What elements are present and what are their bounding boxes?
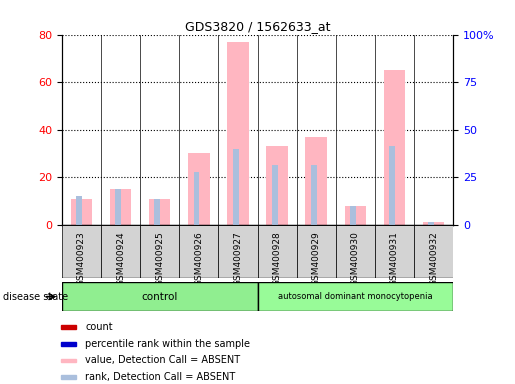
- Text: GSM400927: GSM400927: [233, 231, 243, 286]
- Text: disease state: disease state: [3, 291, 67, 302]
- Bar: [194, 172, 199, 225]
- Text: GSM400931: GSM400931: [390, 231, 399, 286]
- Text: GSM400930: GSM400930: [351, 231, 360, 286]
- FancyBboxPatch shape: [258, 282, 453, 311]
- Text: GSM400923: GSM400923: [77, 231, 86, 286]
- FancyBboxPatch shape: [101, 225, 140, 278]
- Text: GSM400928: GSM400928: [272, 231, 282, 286]
- FancyBboxPatch shape: [297, 225, 336, 278]
- Text: autosomal dominant monocytopenia: autosomal dominant monocytopenia: [278, 292, 433, 301]
- Bar: [428, 222, 434, 225]
- Text: percentile rank within the sample: percentile rank within the sample: [85, 339, 250, 349]
- Text: control: control: [142, 291, 178, 302]
- Bar: [110, 189, 131, 225]
- Bar: [149, 199, 170, 225]
- Bar: [233, 149, 238, 225]
- Bar: [266, 146, 288, 225]
- Bar: [61, 359, 76, 362]
- Title: GDS3820 / 1562633_at: GDS3820 / 1562633_at: [185, 20, 330, 33]
- Bar: [76, 196, 82, 225]
- Bar: [61, 325, 76, 329]
- Text: GSM400925: GSM400925: [155, 231, 164, 286]
- Bar: [272, 165, 278, 225]
- FancyBboxPatch shape: [336, 225, 375, 278]
- Bar: [61, 342, 76, 346]
- Text: count: count: [85, 322, 113, 332]
- Text: GSM400932: GSM400932: [429, 231, 438, 286]
- FancyBboxPatch shape: [218, 225, 258, 278]
- Bar: [311, 165, 317, 225]
- Bar: [305, 137, 327, 225]
- FancyBboxPatch shape: [258, 225, 297, 278]
- FancyBboxPatch shape: [62, 225, 101, 278]
- Text: rank, Detection Call = ABSENT: rank, Detection Call = ABSENT: [85, 372, 236, 382]
- Text: value, Detection Call = ABSENT: value, Detection Call = ABSENT: [85, 356, 241, 366]
- Text: GSM400929: GSM400929: [312, 231, 321, 286]
- Bar: [389, 146, 395, 225]
- Bar: [350, 206, 356, 225]
- Bar: [154, 199, 160, 225]
- Bar: [115, 189, 121, 225]
- Bar: [227, 42, 249, 225]
- FancyBboxPatch shape: [414, 225, 453, 278]
- Bar: [345, 206, 366, 225]
- Text: GSM400926: GSM400926: [194, 231, 203, 286]
- Text: GSM400924: GSM400924: [116, 231, 125, 286]
- Bar: [384, 70, 405, 225]
- Bar: [61, 376, 76, 379]
- FancyBboxPatch shape: [62, 282, 258, 311]
- FancyBboxPatch shape: [179, 225, 218, 278]
- Bar: [423, 222, 444, 225]
- FancyBboxPatch shape: [140, 225, 179, 278]
- Bar: [71, 199, 92, 225]
- FancyBboxPatch shape: [375, 225, 414, 278]
- Bar: [188, 153, 210, 225]
